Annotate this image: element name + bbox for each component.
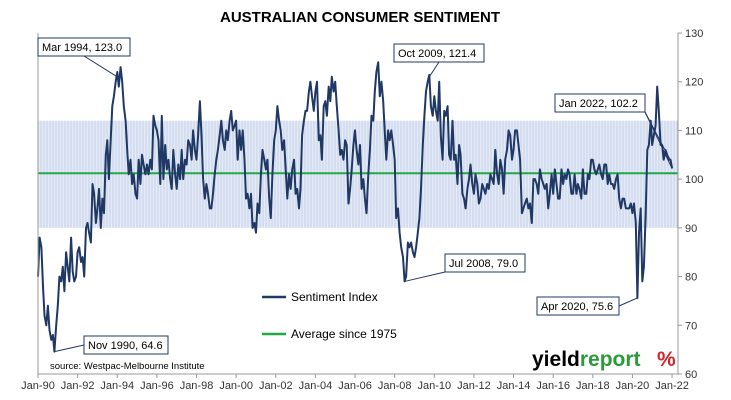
- annotations: Mar 1994, 123.0 Nov 1990, 64.6 Oct 2009, 1…: [37, 37, 673, 355]
- y-tick-label: 90: [685, 223, 697, 235]
- x-tick-label: Jan-98: [180, 380, 214, 392]
- x-tick-label: Jan-92: [61, 380, 95, 392]
- x-tick-label: Jan-02: [259, 380, 293, 392]
- x-tick-label: Jan-90: [21, 380, 55, 392]
- legend-label-sentiment: Sentiment Index: [291, 290, 378, 304]
- x-tick-label: Jan-14: [497, 380, 531, 392]
- x-tick-label: Jan-06: [338, 380, 372, 392]
- logo-percent-icon: %: [657, 348, 676, 371]
- annotation-label: Oct 2009, 121.4: [398, 48, 476, 60]
- annotation-label: Mar 1994, 123.0: [42, 42, 122, 54]
- logo-wordmark: yieldreport: [532, 348, 641, 371]
- annotation-box: [37, 37, 131, 57]
- annotation-label: Jan 2022, 102.2: [559, 98, 638, 110]
- yieldreport-logo: yieldreport %: [532, 348, 676, 371]
- annotation-box: [444, 253, 526, 273]
- annotation-box: [393, 43, 485, 63]
- y-tick-label: 80: [685, 272, 697, 284]
- annotation-label: Apr 2020, 75.6: [541, 301, 613, 313]
- x-tick-label: Jan-10: [417, 380, 451, 392]
- logo-word-yield: yield: [532, 348, 580, 371]
- x-tick-label: Jan-12: [457, 380, 491, 392]
- source-note: source: Westpac-Melbourne Institute: [50, 361, 205, 372]
- sentiment-line: [37, 61, 674, 353]
- y-tick-label: 100: [685, 174, 703, 186]
- y-tick-label: 60: [685, 369, 697, 381]
- annotation-box: [83, 335, 169, 355]
- annotation-label: Nov 1990, 64.6: [88, 340, 163, 352]
- legend-label-average: Average since 1975: [291, 327, 397, 341]
- y-tick-label: 130: [685, 28, 703, 40]
- annotation-leader: [644, 111, 671, 160]
- logo-word-report: report: [580, 348, 641, 371]
- annotation-leader: [404, 271, 446, 282]
- x-tick-label: Jan-20: [616, 380, 650, 392]
- axes: 60 70 80 90 100 110 120 130 Jan-90 Jan-92 Jan-94 Ja…: [21, 28, 703, 392]
- y-tick-label: 120: [685, 77, 703, 89]
- x-tick-label: Jan-96: [140, 380, 174, 392]
- x-tick-label: Jan-94: [100, 380, 134, 392]
- y-tick-label: 70: [685, 320, 697, 332]
- annotation-leader: [83, 55, 118, 78]
- legend: Sentiment Index Average since 1975: [262, 290, 397, 341]
- chart-title: AUSTRALIAN CONSUMER SENTIMENT: [220, 9, 500, 26]
- annotation-leader: [618, 297, 638, 307]
- x-tick-label: Jan-16: [536, 380, 570, 392]
- x-tick-label: Jan-00: [219, 380, 253, 392]
- annotation-leader: [427, 61, 440, 80]
- sentiment-series: [37, 61, 674, 353]
- x-tick-label: Jan-22: [655, 380, 689, 392]
- annotation-box: [554, 93, 646, 113]
- x-tick-label: Jan-04: [299, 380, 333, 392]
- annotation-leader: [54, 344, 85, 353]
- x-tick-label: Jan-08: [378, 380, 412, 392]
- annotation-label: Jul 2008, 79.0: [449, 258, 518, 270]
- y-tick-label: 110: [685, 125, 703, 137]
- x-tick-label: Jan-18: [576, 380, 610, 392]
- annotation-box: [536, 296, 620, 316]
